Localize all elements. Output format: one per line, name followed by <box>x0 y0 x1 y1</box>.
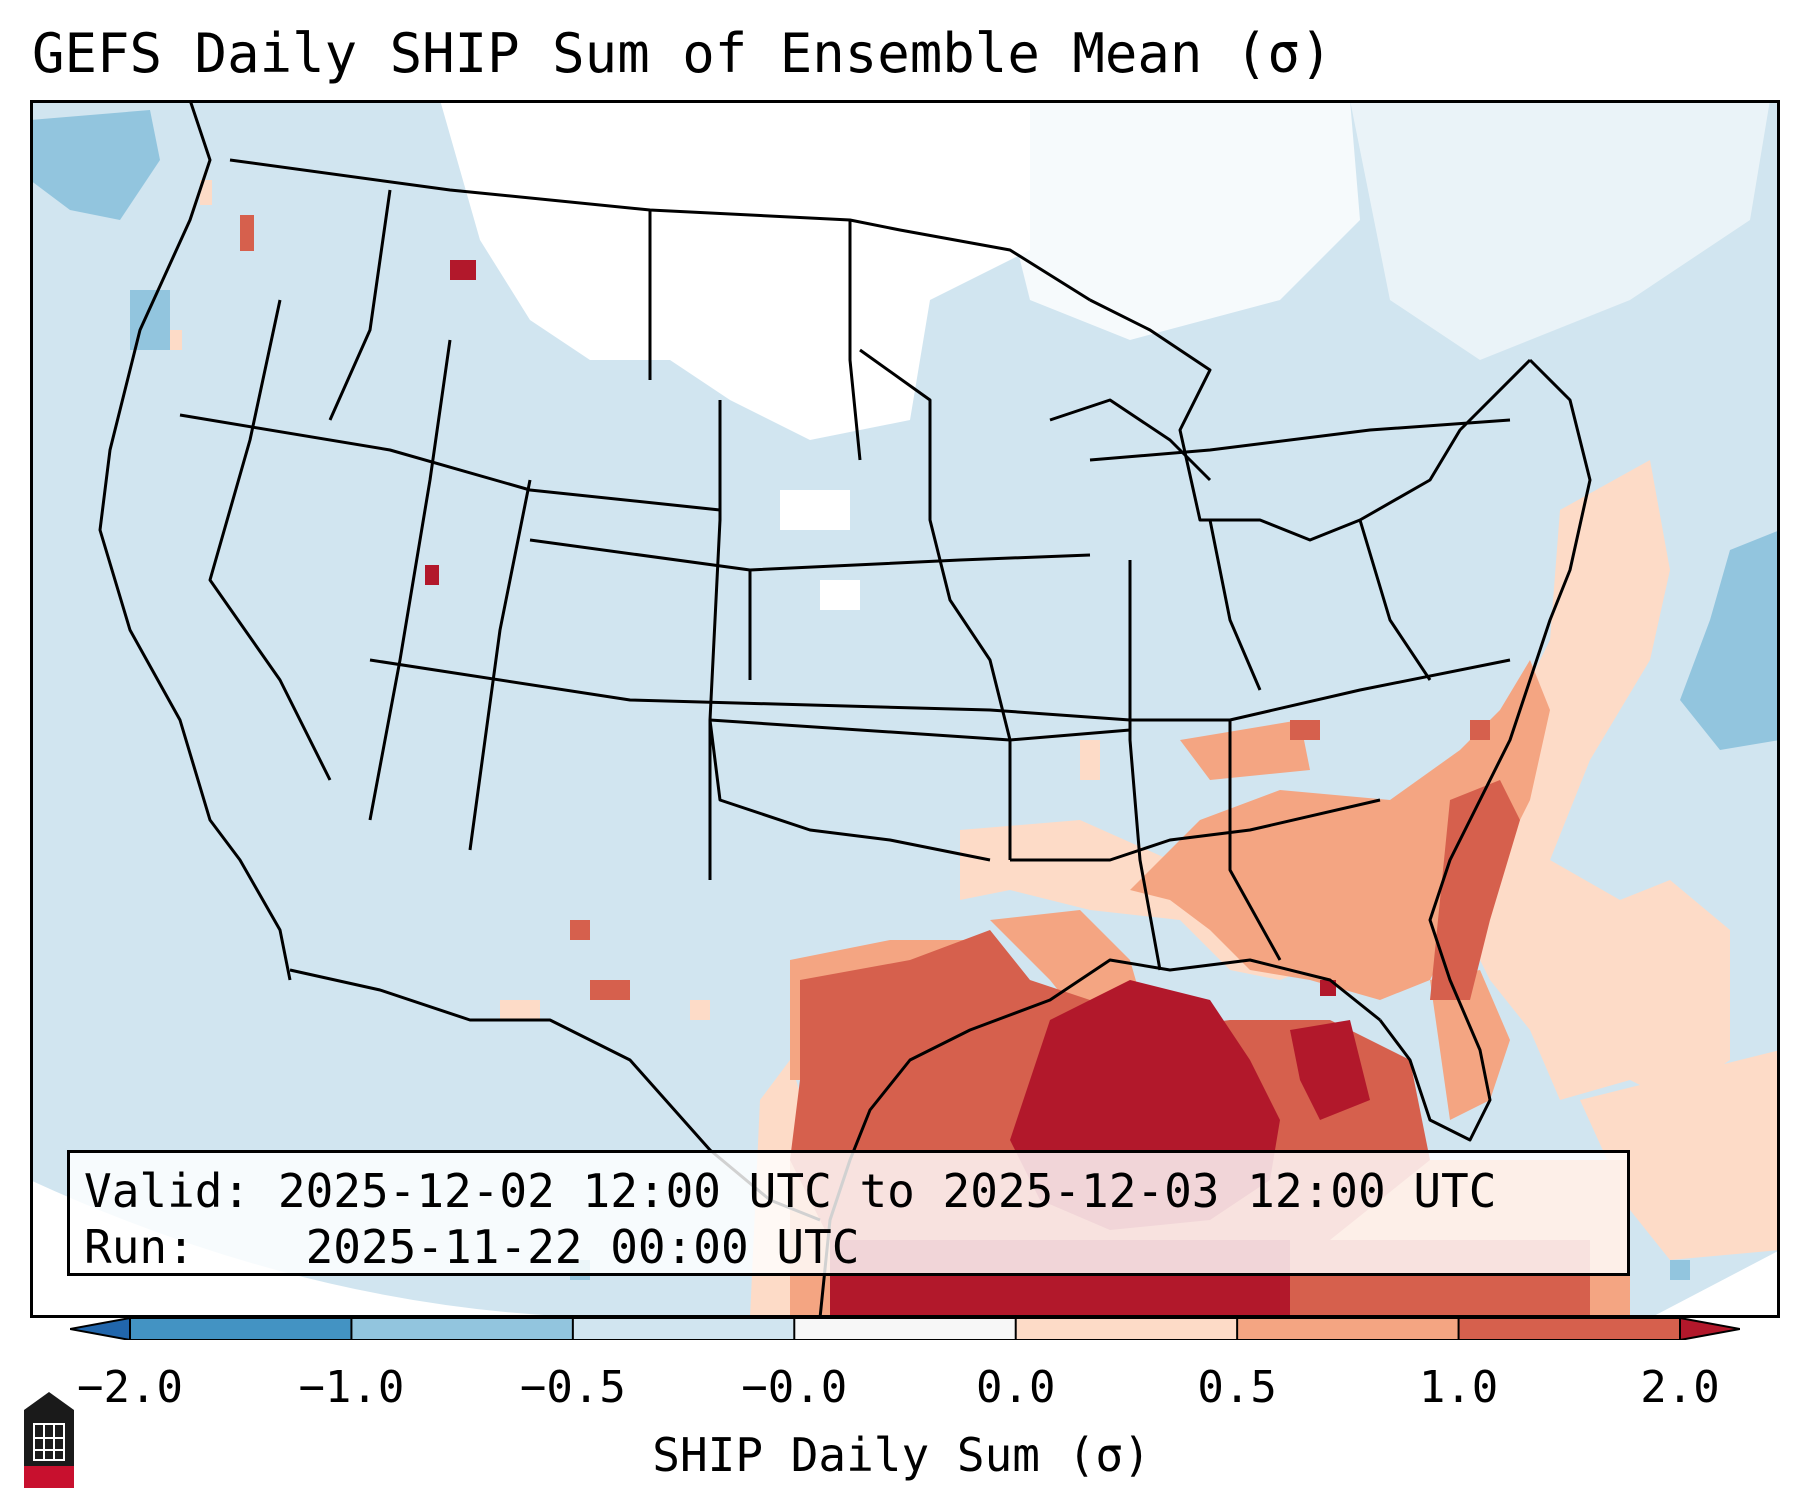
run-label: Run: <box>84 1220 195 1274</box>
colorbar-label: SHIP Daily Sum (σ) <box>652 1428 1151 1482</box>
colorbar-tick-label: 0.0 <box>975 1362 1056 1413</box>
colorbar-bin <box>794 1318 1017 1340</box>
colorbar-bin <box>1237 1318 1460 1340</box>
colorbar-bin <box>351 1318 574 1340</box>
map-title: GEFS Daily SHIP Sum of Ensemble Mean (σ) <box>32 22 1333 85</box>
colorbar-bin <box>572 1318 795 1340</box>
valid-value: 2025-12-02 12:00 UTC to 2025-12-03 12:00… <box>277 1164 1497 1218</box>
info-box: Valid: 2025-12-02 12:00 UTC to 2025-12-0… <box>67 1150 1630 1276</box>
map-svg <box>30 100 1780 1318</box>
near-zero-regions <box>30 100 1780 1318</box>
map-border <box>30 100 1780 1318</box>
colorbar-tick-label: −0.0 <box>741 1362 848 1413</box>
colorbar-bin <box>1680 1318 1740 1340</box>
map-panel <box>30 100 1780 1318</box>
colorbar-tick-label: −2.0 <box>77 1362 183 1413</box>
run-value: 2025-11-22 00:00 UTC <box>305 1220 860 1274</box>
colorbar-tick-label: 2.0 <box>1640 1362 1720 1413</box>
run-line: Run: 2025-11-22 00:00 UTC <box>84 1219 1613 1275</box>
colorbar-tick-label: −1.0 <box>298 1362 405 1413</box>
colorbar-bin <box>1458 1318 1681 1340</box>
colorbar-tick-label: 1.0 <box>1418 1362 1499 1413</box>
colorbar-tick-label: 0.5 <box>1197 1362 1277 1413</box>
colorbar-tick-label: −0.5 <box>519 1362 626 1413</box>
colorbar <box>70 1318 1740 1340</box>
colorbar-bin <box>70 1318 130 1340</box>
colorbar-bin <box>130 1318 352 1340</box>
colorbar-bin <box>1015 1318 1238 1340</box>
state-boundaries <box>98 100 1592 1318</box>
niu-logo <box>24 1392 74 1488</box>
valid-line: Valid: 2025-12-02 12:00 UTC to 2025-12-0… <box>84 1163 1613 1219</box>
valid-label: Valid: <box>84 1164 251 1218</box>
